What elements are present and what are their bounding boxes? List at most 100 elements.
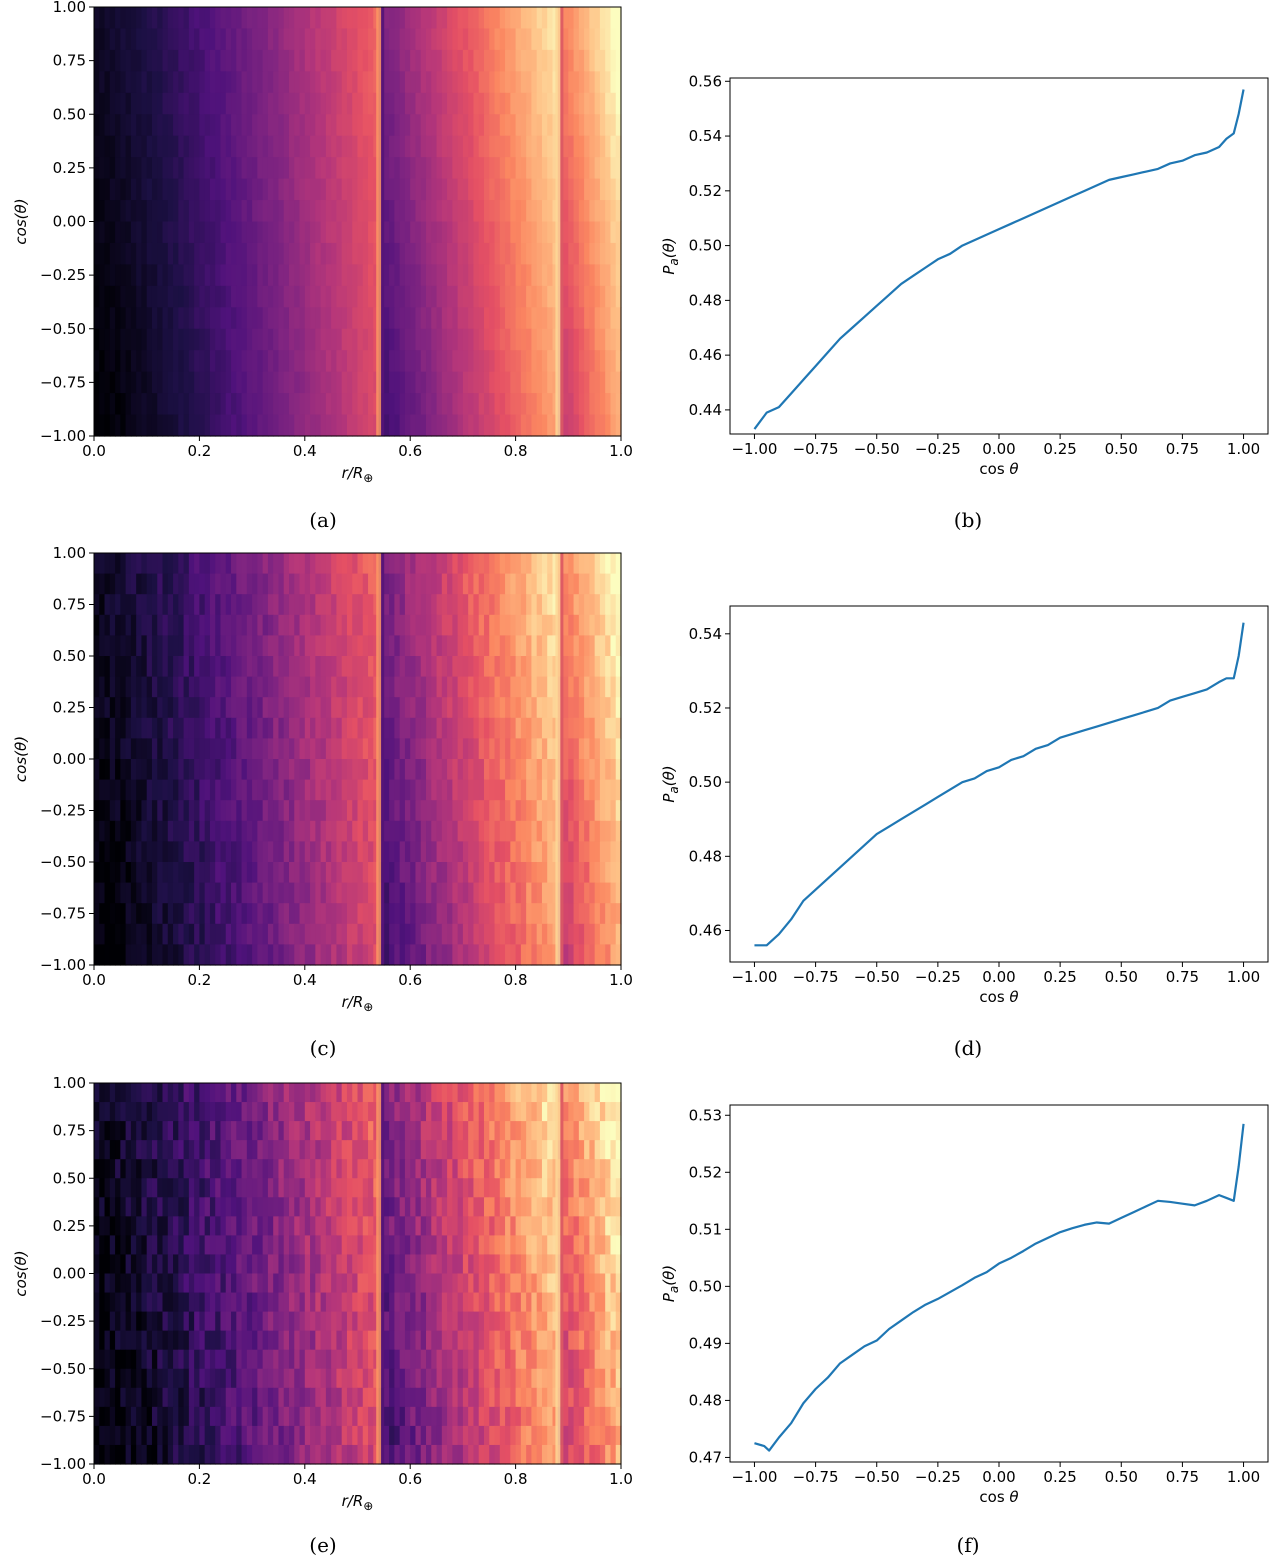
heatmap-cell (494, 697, 501, 719)
heatmap-cell (383, 635, 390, 657)
heatmap-cell (389, 414, 395, 437)
heatmap-cell (236, 841, 243, 863)
heatmap-cell (568, 800, 575, 822)
heatmap-cell (299, 820, 306, 842)
heatmap-cell (199, 923, 206, 945)
heatmap-cell (273, 1140, 280, 1160)
heatmap-cell (109, 903, 116, 925)
heatmap-cell (209, 393, 216, 416)
heatmap-cell (410, 157, 417, 180)
heatmap-cell (426, 1140, 432, 1160)
heatmap-cell (404, 717, 411, 739)
heatmap-cell (188, 573, 195, 595)
heatmap-cell (204, 114, 211, 137)
heatmap-cell (520, 903, 527, 925)
heatmap-cell (167, 841, 174, 863)
heatmap-cell (362, 328, 369, 351)
heatmap-cell (310, 242, 316, 265)
heatmap-cell (115, 614, 121, 636)
heatmap-cell (304, 221, 311, 244)
heatmap-cell (547, 1140, 554, 1160)
heatmap-cell (526, 1197, 533, 1217)
heatmap-cell (267, 1102, 274, 1122)
heatmap-cell (426, 759, 432, 781)
heatmap-cell (394, 1121, 401, 1141)
heatmap-cell (362, 820, 369, 842)
heatmap-cell (99, 393, 106, 416)
heatmap-cell (294, 573, 301, 595)
heatmap-cell (346, 1178, 353, 1198)
heatmap-cell (352, 594, 359, 616)
heatmap-cell (584, 1102, 590, 1122)
heatmap-cell (536, 49, 543, 72)
heatmap-cell (578, 779, 585, 801)
heatmap-cell (594, 114, 601, 137)
heatmap-cell (241, 114, 248, 137)
heatmap-cell (157, 573, 164, 595)
heatmap-cell (494, 614, 501, 636)
heatmap-cell (510, 820, 517, 842)
heatmap-cell (209, 1102, 216, 1122)
heatmap-cell (310, 221, 316, 244)
heatmap-cell (346, 350, 353, 373)
heatmap-cell (615, 393, 622, 416)
heatmap-cell (320, 1178, 327, 1198)
heatmap-cell (447, 594, 453, 616)
heatmap-cell (578, 944, 585, 966)
heatmap-cell (262, 944, 269, 966)
heatmap-cell (231, 114, 237, 137)
heatmap-cell (173, 328, 179, 351)
heatmap-cell (310, 114, 316, 137)
heatmap-cell (204, 841, 211, 863)
heatmap-cell (252, 1083, 258, 1103)
heatmap-cell (368, 635, 374, 657)
heatmap-cell (178, 676, 185, 698)
heatmap-cell (368, 200, 374, 223)
heatmap-cell (589, 882, 596, 904)
heatmap-cell (104, 594, 111, 616)
heatmap-cell (389, 285, 395, 308)
heatmap-cell (257, 414, 264, 437)
heatmap-cell (599, 1159, 606, 1179)
heatmap-cell (294, 7, 301, 30)
heatmap-cell (526, 1083, 533, 1103)
heatmap-cell (578, 328, 585, 351)
heatmap-cell (178, 594, 185, 616)
heatmap-cell (294, 178, 301, 201)
heatmap-cell (246, 553, 253, 575)
heatmap-cell (157, 759, 164, 781)
heatmap-cell (104, 841, 111, 863)
heatmap-cell (346, 738, 353, 760)
heatmap-cell (278, 328, 285, 351)
heatmap-cell (452, 221, 459, 244)
heatmap-cell (610, 841, 617, 863)
heatmap-cell (573, 841, 580, 863)
heatmap-cell (336, 656, 343, 678)
heatmap-cell (241, 779, 248, 801)
heatmap-cell (246, 759, 253, 781)
heatmap-cell (236, 1083, 243, 1103)
heatmap-cell (220, 157, 227, 180)
heatmap-cell (489, 350, 496, 373)
heatmap-cell (194, 49, 200, 72)
heatmap-cell (130, 92, 137, 115)
heatmap-cell (368, 882, 374, 904)
heatmap-cell (94, 200, 100, 223)
heatmap-cell (520, 800, 527, 822)
heatmap-cell (320, 371, 327, 394)
heatmap-cell (288, 92, 295, 115)
heatmap-cell (231, 923, 237, 945)
heatmap-cell (568, 49, 575, 72)
heatmap-cell (252, 371, 258, 394)
boundary-band-before (376, 7, 382, 436)
heatmap-cell (199, 157, 206, 180)
heatmap-cell (505, 903, 511, 925)
heatmap-cell (257, 393, 264, 416)
heatmap-cell (136, 135, 143, 158)
heatmap-cell (94, 944, 100, 966)
heatmap-cell (104, 697, 111, 719)
heatmap-cell (573, 221, 580, 244)
heatmap-cell (478, 676, 485, 698)
heatmap-cell (246, 242, 253, 265)
heatmap-cell (483, 779, 490, 801)
